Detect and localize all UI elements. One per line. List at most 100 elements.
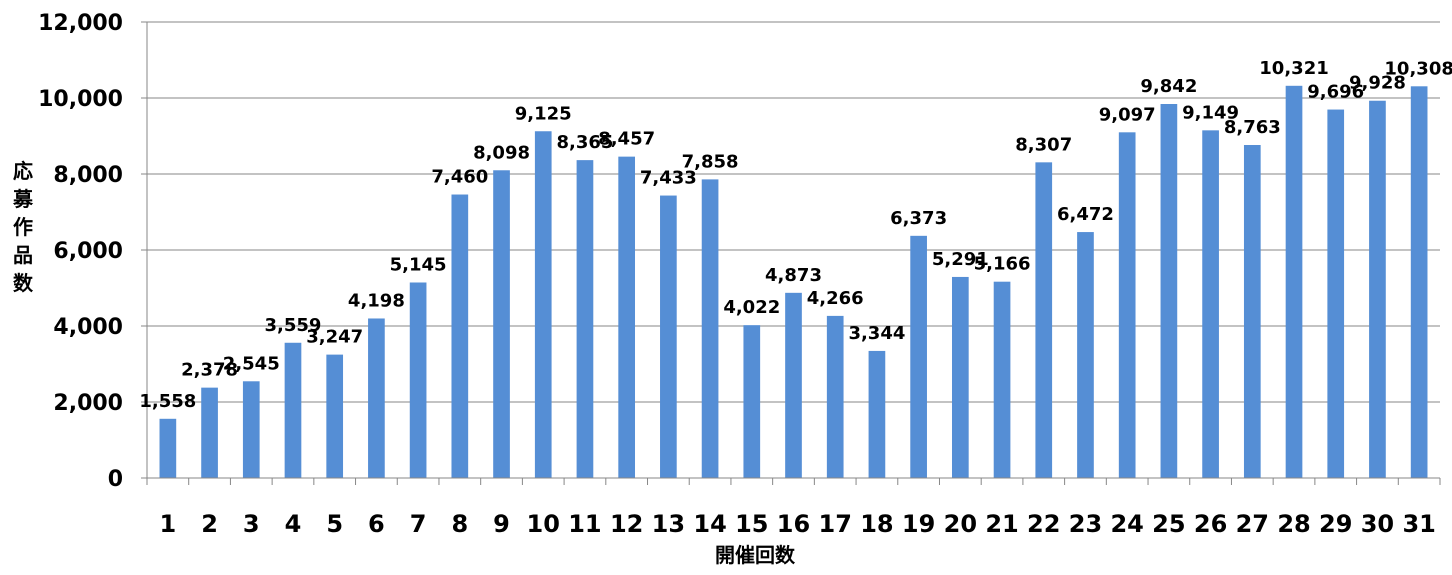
data-label: 5,166 bbox=[974, 254, 1031, 275]
data-label: 10,321 bbox=[1259, 58, 1328, 79]
x-tick-label: 7 bbox=[410, 510, 427, 538]
y-axis-title-char: 数 bbox=[13, 271, 34, 295]
data-label: 9,928 bbox=[1349, 73, 1406, 94]
data-label: 8,098 bbox=[473, 142, 530, 163]
x-tick-label: 12 bbox=[610, 510, 643, 538]
x-tick-label: 31 bbox=[1402, 510, 1435, 538]
x-tick-label: 24 bbox=[1110, 510, 1143, 538]
bar bbox=[1285, 85, 1303, 478]
y-axis-title-char: 品 bbox=[13, 243, 33, 267]
y-tick-label: 8,000 bbox=[53, 163, 123, 188]
data-label: 3,344 bbox=[848, 323, 905, 344]
y-tick-label: 2,000 bbox=[53, 391, 123, 416]
data-label: 8,307 bbox=[1015, 134, 1072, 155]
bar bbox=[1118, 132, 1136, 478]
x-tick-labels: 1 2 3 4 5 6 7 8 9 10 11 12 13 14 15 16 17 18 19 20 21 22 23 24 2… bbox=[160, 510, 1436, 538]
data-label: 4,022 bbox=[723, 297, 780, 318]
bar bbox=[660, 195, 677, 478]
y-tick-label: 0 bbox=[108, 467, 123, 492]
data-label: 9,125 bbox=[515, 103, 572, 124]
x-tick-label: 21 bbox=[985, 510, 1018, 538]
bar bbox=[785, 292, 802, 478]
x-tick-label: 14 bbox=[693, 510, 726, 538]
x-tick-label: 5 bbox=[326, 510, 343, 538]
data-label: 1,558 bbox=[139, 391, 196, 412]
bar bbox=[993, 281, 1011, 478]
y-tick-label: 12,000 bbox=[38, 11, 123, 36]
x-tick-label: 4 bbox=[285, 510, 302, 538]
x-tick-label: 9 bbox=[493, 510, 510, 538]
bar bbox=[1410, 86, 1428, 479]
bar bbox=[1369, 100, 1386, 479]
data-label: 7,858 bbox=[682, 151, 739, 172]
x-tick-label: 19 bbox=[902, 510, 935, 538]
data-label: 9,097 bbox=[1099, 104, 1156, 125]
x-tick-label: 15 bbox=[735, 510, 768, 538]
y-tick-labels: 0 2,000 4,000 6,000 8,000 10,000 12,000 bbox=[38, 11, 147, 492]
bar bbox=[1035, 162, 1053, 479]
bar bbox=[618, 156, 636, 478]
gridlines bbox=[147, 21, 1440, 403]
data-label: 5,291 bbox=[932, 249, 989, 270]
y-tick-label: 10,000 bbox=[38, 87, 123, 112]
bar bbox=[1327, 109, 1345, 478]
data-label: 3,247 bbox=[306, 327, 363, 348]
x-tick-label: 29 bbox=[1319, 510, 1352, 538]
bars bbox=[159, 85, 1428, 479]
data-label: 2,378 bbox=[181, 360, 238, 381]
x-tick-label: 27 bbox=[1236, 510, 1269, 538]
data-label: 9,842 bbox=[1140, 76, 1197, 97]
bar bbox=[743, 325, 761, 478]
x-tick-label: 30 bbox=[1361, 510, 1394, 538]
bar bbox=[576, 160, 594, 478]
data-label: 4,198 bbox=[348, 290, 405, 311]
y-axis-title-char: 応 bbox=[13, 159, 33, 183]
bar bbox=[242, 381, 260, 478]
data-label: 6,373 bbox=[890, 208, 947, 229]
data-label: 9,696 bbox=[1307, 82, 1364, 103]
data-label: 4,873 bbox=[765, 265, 822, 286]
x-tick-label: 13 bbox=[652, 510, 685, 538]
x-tick-label: 17 bbox=[819, 510, 852, 538]
data-label: 8,763 bbox=[1224, 117, 1281, 138]
data-label: 2,545 bbox=[223, 353, 280, 374]
x-tick-label: 10 bbox=[527, 510, 560, 538]
data-label: 5,145 bbox=[390, 254, 447, 275]
bar bbox=[326, 354, 344, 478]
bar bbox=[159, 418, 177, 478]
bar bbox=[910, 235, 927, 478]
bar bbox=[1077, 232, 1094, 478]
data-label: 9,149 bbox=[1182, 102, 1239, 123]
y-tick-label: 6,000 bbox=[53, 239, 123, 264]
bar bbox=[201, 387, 218, 478]
y-axis-title-char: 作 bbox=[13, 215, 33, 239]
data-label: 3,559 bbox=[265, 315, 322, 336]
x-tick-label: 23 bbox=[1069, 510, 1102, 538]
data-label: 4,266 bbox=[807, 288, 864, 309]
x-tick-label: 6 bbox=[368, 510, 385, 538]
data-label: 8,457 bbox=[598, 129, 655, 150]
bar bbox=[1243, 145, 1261, 479]
y-tick-label: 4,000 bbox=[53, 315, 123, 340]
x-tick-label: 22 bbox=[1027, 510, 1060, 538]
y-axis-title-char: 募 bbox=[12, 187, 34, 211]
x-tick-label: 11 bbox=[568, 510, 601, 538]
data-label: 8,365 bbox=[556, 132, 613, 153]
x-tick-label: 1 bbox=[160, 510, 177, 538]
bar bbox=[493, 170, 510, 478]
bar bbox=[951, 276, 969, 478]
bar bbox=[868, 350, 886, 478]
x-tick-label: 25 bbox=[1152, 510, 1185, 538]
x-tick-label: 2 bbox=[201, 510, 218, 538]
bar bbox=[284, 342, 302, 478]
bar bbox=[1160, 104, 1178, 478]
x-tick-label: 16 bbox=[777, 510, 810, 538]
x-tick-label: 28 bbox=[1277, 510, 1310, 538]
x-tick-label: 8 bbox=[451, 510, 468, 538]
x-axis-title: 開催回数 bbox=[715, 543, 796, 567]
x-tick-label: 26 bbox=[1194, 510, 1227, 538]
